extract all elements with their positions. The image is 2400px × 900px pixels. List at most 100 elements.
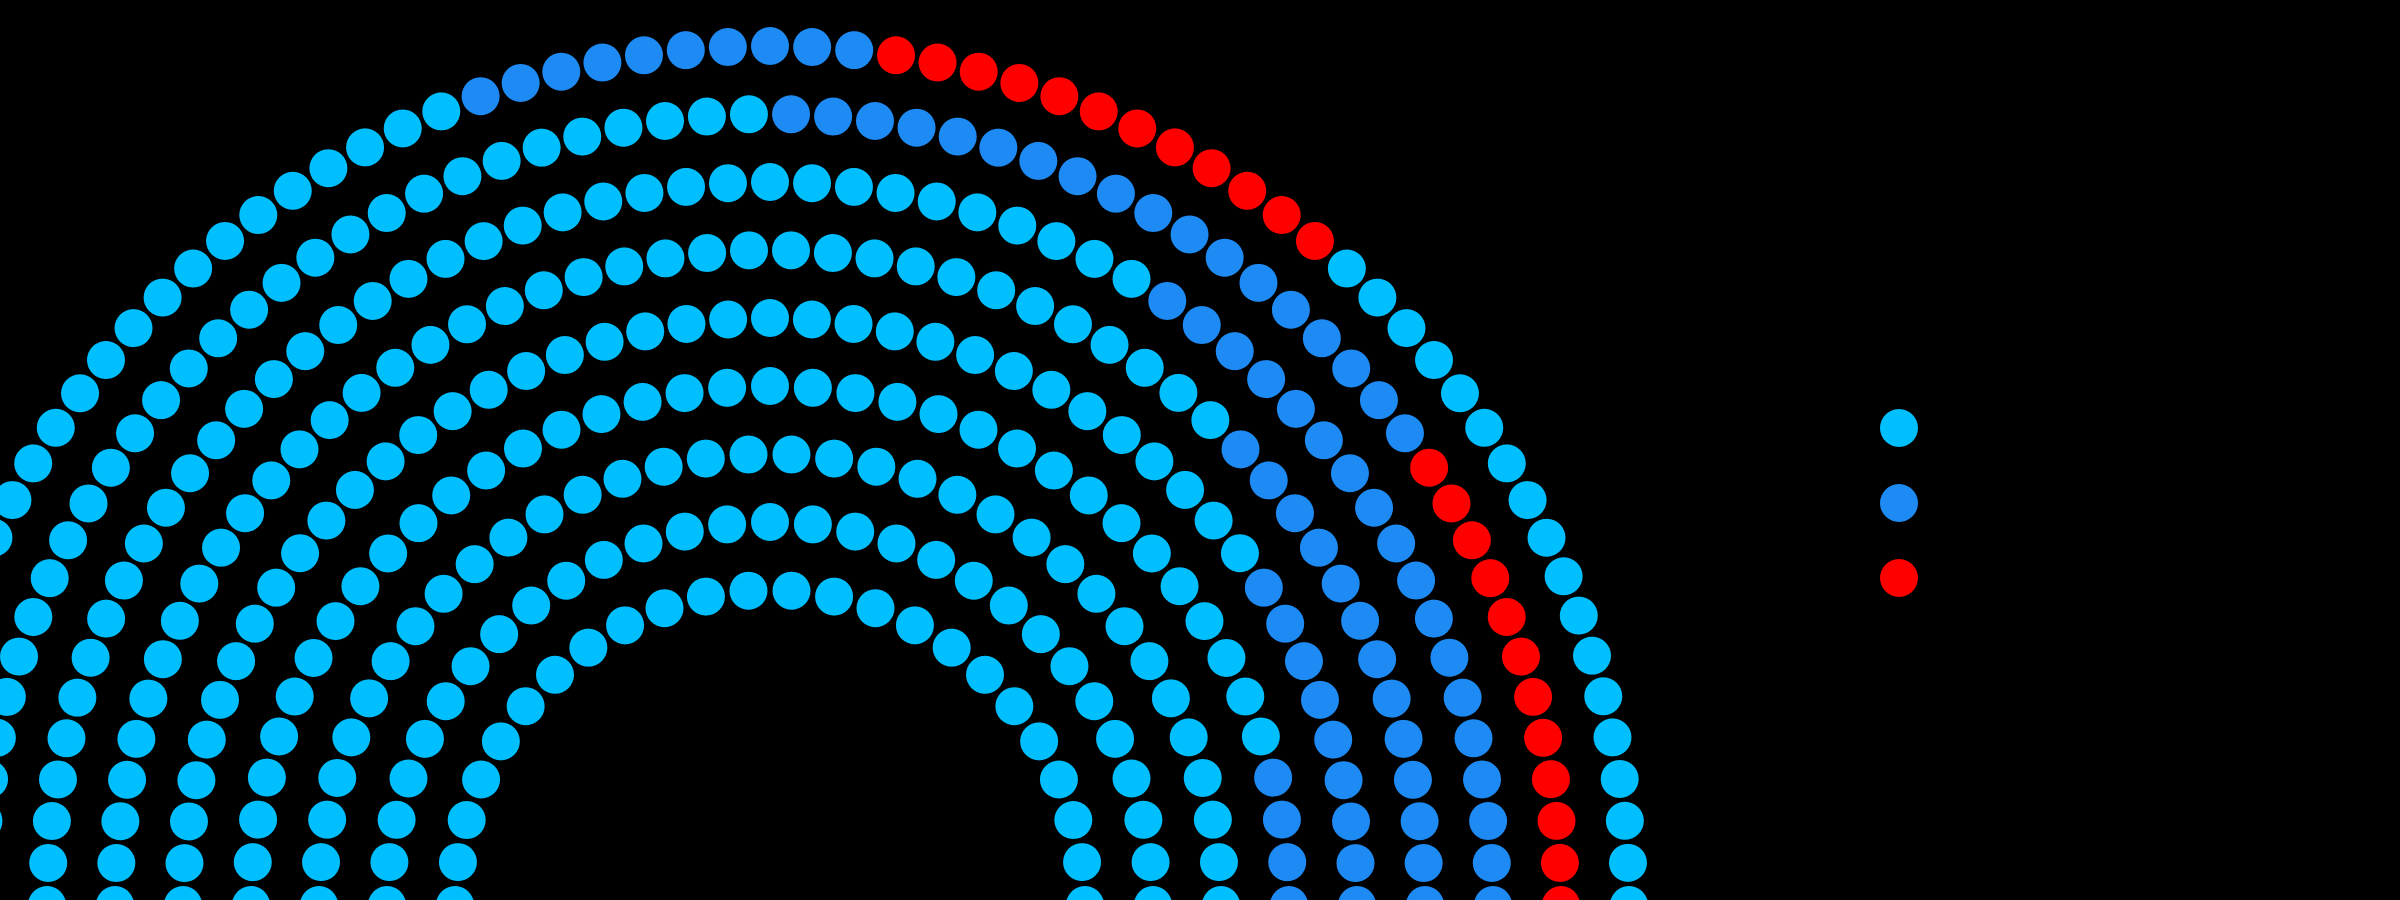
seat-dot[interactable] [855, 102, 894, 140]
seat-dot[interactable] [405, 719, 444, 758]
seat-dot[interactable] [1332, 802, 1371, 841]
seat-dot[interactable] [426, 682, 465, 721]
seat-dot[interactable] [489, 518, 528, 557]
seat-dot[interactable] [814, 97, 853, 136]
seat-dot[interactable] [143, 640, 182, 679]
seat-dot[interactable] [114, 309, 153, 348]
seat-dot[interactable] [197, 421, 236, 460]
seat-dot[interactable] [1471, 559, 1510, 598]
seat-dot[interactable] [177, 761, 216, 800]
seat-dot[interactable] [1284, 642, 1323, 681]
seat-dot[interactable] [1170, 215, 1209, 254]
seat-dot[interactable] [1440, 374, 1479, 413]
seat-dot[interactable] [998, 206, 1037, 245]
seat-dot[interactable] [772, 435, 811, 474]
seat-dot[interactable] [332, 718, 371, 757]
seat-dot[interactable] [1542, 886, 1580, 900]
seat-dot[interactable] [709, 300, 748, 339]
seat-dot[interactable] [813, 234, 852, 273]
seat-dot[interactable] [606, 606, 645, 645]
seat-dot[interactable] [1075, 682, 1114, 721]
seat-dot[interactable] [1302, 319, 1341, 358]
seat-dot[interactable] [772, 95, 811, 134]
seat-dot[interactable] [436, 886, 474, 900]
seat-dot[interactable] [1593, 718, 1632, 757]
seat-dot[interactable] [389, 759, 428, 798]
seat-dot[interactable] [377, 800, 416, 839]
seat-dot[interactable] [1105, 607, 1144, 646]
seat-dot[interactable] [0, 481, 32, 520]
seat-dot[interactable] [1050, 647, 1089, 686]
seat-dot[interactable] [1404, 844, 1443, 883]
seat-dot[interactable] [665, 512, 704, 551]
seat-dot[interactable] [366, 442, 405, 481]
seat-dot[interactable] [1135, 442, 1174, 481]
seat-dot[interactable] [443, 157, 482, 196]
seat-dot[interactable] [1016, 287, 1055, 326]
seat-dot[interactable] [1271, 290, 1310, 329]
seat-dot[interactable] [605, 247, 644, 286]
seat-dot[interactable] [917, 182, 956, 221]
seat-dot[interactable] [1034, 451, 1073, 490]
seat-dot[interactable] [38, 760, 77, 799]
seat-dot[interactable] [171, 454, 210, 493]
seat-dot[interactable] [564, 258, 603, 297]
seat-dot[interactable] [169, 802, 208, 841]
seat-dot[interactable] [687, 97, 726, 136]
seat-dot[interactable] [1415, 341, 1454, 380]
seat-dot[interactable] [623, 382, 662, 421]
seat-dot[interactable] [1040, 77, 1079, 116]
seat-dot[interactable] [239, 196, 278, 235]
seat-dot[interactable] [834, 167, 873, 206]
seat-dot[interactable] [644, 447, 683, 486]
seat-dot[interactable] [331, 215, 370, 254]
seat-dot[interactable] [1262, 196, 1301, 235]
seat-dot[interactable] [665, 374, 704, 413]
seat-dot[interactable] [897, 108, 936, 147]
seat-dot[interactable] [399, 416, 438, 455]
seat-dot[interactable] [464, 222, 503, 261]
seat-dot[interactable] [563, 475, 602, 514]
seat-dot[interactable] [232, 886, 270, 900]
seat-dot[interactable] [1332, 349, 1371, 388]
seat-dot[interactable] [751, 367, 789, 405]
seat-dot[interactable] [708, 164, 747, 203]
seat-dot[interactable] [1079, 92, 1118, 131]
seat-dot[interactable] [667, 167, 706, 206]
seat-dot[interactable] [480, 615, 519, 654]
seat-dot[interactable] [729, 571, 768, 610]
seat-dot[interactable] [1474, 886, 1512, 900]
seat-dot[interactable] [1358, 640, 1397, 679]
seat-dot[interactable] [729, 95, 768, 134]
seat-dot[interactable] [1155, 128, 1194, 167]
seat-dot[interactable] [254, 360, 293, 399]
seat-dot[interactable] [507, 352, 546, 391]
seat-dot[interactable] [350, 679, 389, 718]
seat-dot[interactable] [1341, 601, 1380, 640]
seat-dot[interactable] [877, 524, 916, 563]
seat-dot[interactable] [1066, 886, 1104, 900]
seat-dot[interactable] [1330, 454, 1369, 493]
seat-dot[interactable] [217, 642, 256, 681]
seat-dot[interactable] [976, 495, 1015, 534]
seat-dot[interactable] [918, 43, 957, 82]
seat-dot[interactable] [1397, 561, 1436, 600]
seat-dot[interactable] [1069, 476, 1108, 515]
seat-dot[interactable] [1058, 157, 1097, 196]
seat-dot[interactable] [856, 589, 895, 628]
seat-dot[interactable] [624, 36, 663, 75]
seat-dot[interactable] [954, 561, 993, 600]
seat-dot[interactable] [708, 368, 747, 407]
legend-item-group-a[interactable] [1880, 390, 2360, 465]
seat-dot[interactable] [536, 655, 574, 694]
seat-dot[interactable] [262, 263, 301, 302]
seat-dot[interactable] [482, 141, 521, 180]
seat-dot[interactable] [342, 373, 381, 412]
seat-dot[interactable] [226, 494, 265, 533]
seat-dot[interactable] [919, 395, 958, 434]
seat-dot[interactable] [1414, 599, 1453, 638]
seat-dot[interactable] [1148, 281, 1187, 320]
seat-dot[interactable] [1384, 719, 1423, 758]
seat-dot[interactable] [1239, 263, 1278, 302]
seat-dot[interactable] [667, 304, 706, 343]
